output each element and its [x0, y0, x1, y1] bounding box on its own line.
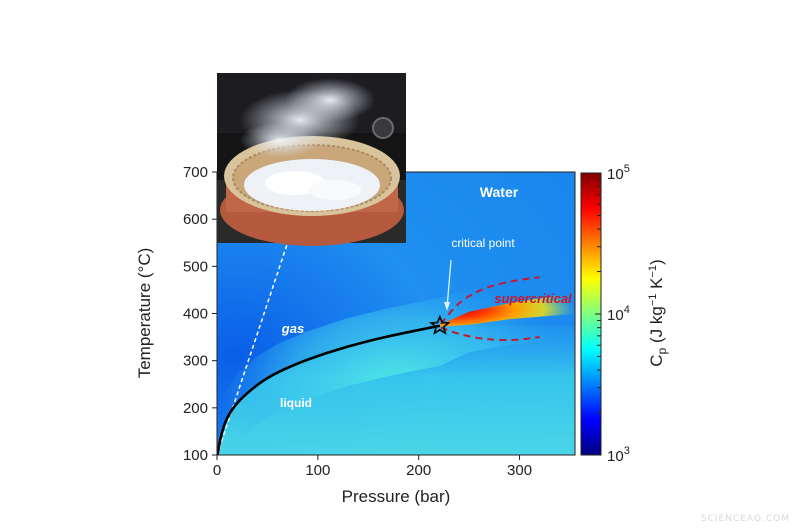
critical-point-arrow	[446, 259, 452, 309]
supercritical-label: supercritical	[494, 291, 572, 306]
watermark: SCIENCEAQ.COM	[700, 514, 790, 524]
foam-bubbles	[309, 180, 361, 200]
colorbar-tick-label: 105	[607, 163, 630, 183]
y-tick-label: 200	[183, 400, 208, 417]
widom-lower-bound	[440, 326, 540, 342]
colorbar-tick-label: 104	[607, 304, 630, 324]
liquid-label: liquid	[280, 396, 312, 410]
x-tick-label: 300	[507, 462, 532, 479]
colorbar-label: Cp (J kg−1 K−1)	[647, 259, 669, 366]
boiling-pot-photo	[217, 73, 406, 246]
saturation-curve	[217, 324, 441, 455]
x-axis-label: Pressure (bar)	[342, 487, 451, 506]
colorbar-ticks	[595, 172, 601, 456]
critical-point-star	[429, 314, 451, 335]
colorbar-tick-labels: 103 104 105	[607, 163, 630, 465]
colorbar-tick-label: 103	[607, 445, 630, 465]
x-tick-label: 0	[213, 462, 221, 479]
x-axis: 0 100 200 300	[213, 455, 532, 479]
steam-cloud	[285, 78, 375, 122]
x-tick-label: 200	[406, 462, 431, 479]
y-tick-label: 400	[183, 306, 208, 323]
x-tick-label: 100	[305, 462, 330, 479]
stove-knob	[372, 117, 394, 139]
white-dashed-line	[217, 242, 289, 455]
critical-point-arrowhead	[444, 302, 450, 311]
y-axis: 100 200 300 400 500 600 700	[183, 164, 217, 464]
y-tick-label: 300	[183, 353, 208, 370]
chart-title: Water	[480, 184, 519, 200]
liquid-region-shading	[217, 325, 575, 455]
y-tick-label: 100	[183, 447, 208, 464]
y-tick-label: 700	[183, 164, 208, 181]
widom-upper-bound	[440, 276, 540, 325]
y-tick-label: 500	[183, 258, 208, 275]
colorbar: 103 104 105 Cp (J kg−1 K−1)	[580, 163, 669, 465]
gas-label: gas	[281, 321, 304, 336]
critical-point-label: critical point	[451, 236, 515, 250]
supercritical-band	[439, 292, 575, 327]
y-tick-label: 600	[183, 211, 208, 228]
y-axis-label: Temperature (°C)	[135, 248, 154, 379]
steam-cloud	[240, 122, 320, 158]
